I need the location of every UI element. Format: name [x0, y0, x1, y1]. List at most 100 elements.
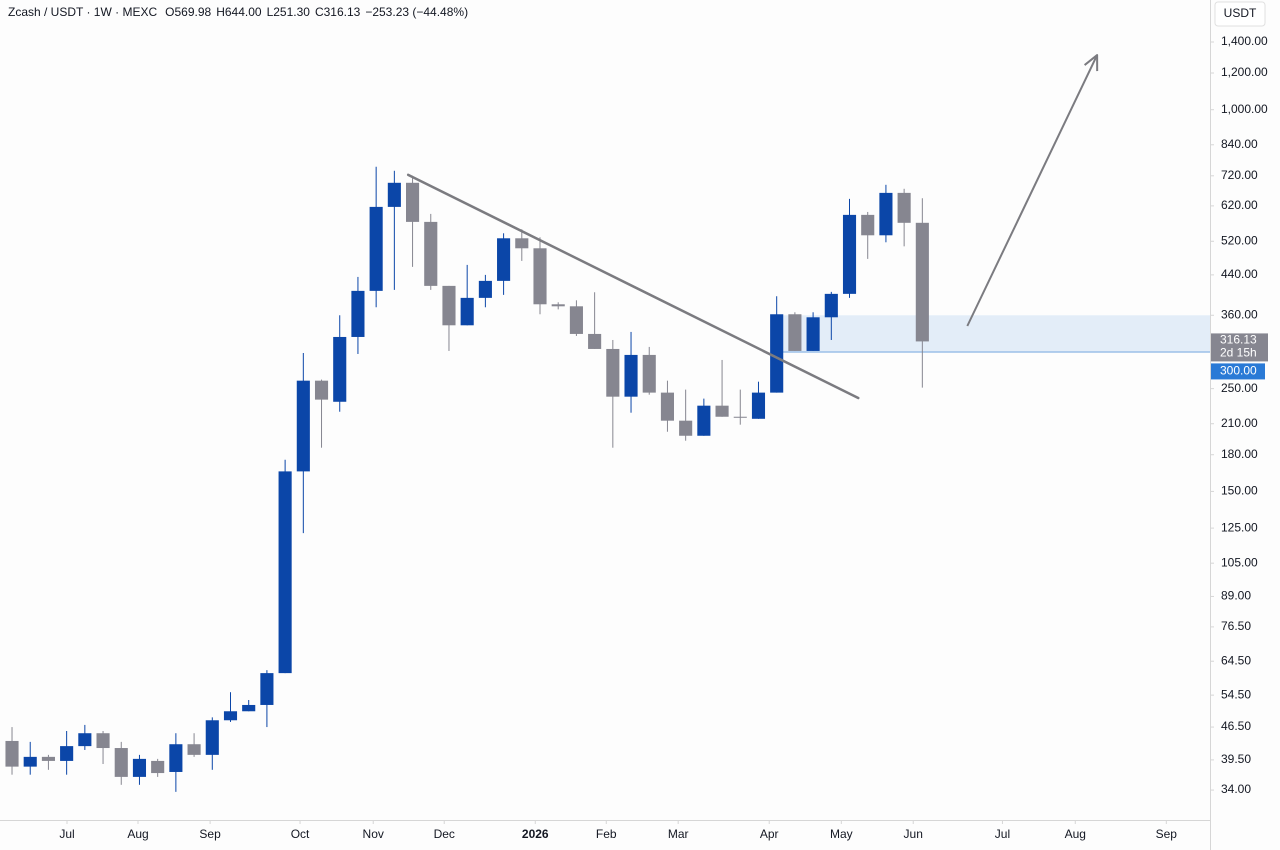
ohlc-value: L251.30 — [267, 5, 311, 19]
candle-body — [842, 214, 857, 294]
candle-body — [132, 758, 147, 777]
y-tick-label: 150.00 — [1221, 484, 1258, 498]
candle-body — [642, 354, 656, 393]
candle-body — [296, 380, 310, 472]
candle-body — [478, 280, 492, 298]
y-tick-label: 34.00 — [1221, 782, 1251, 796]
candle-body — [533, 248, 547, 305]
candle-body — [733, 416, 747, 418]
candle-body — [569, 306, 583, 334]
x-tick-label: Oct — [291, 827, 310, 841]
x-tick-label: 2026 — [522, 827, 549, 841]
x-tick-label: Jul — [59, 827, 74, 841]
y-tick-label: 250.00 — [1221, 381, 1258, 395]
candle-body — [205, 720, 219, 755]
x-tick-label: Dec — [434, 827, 455, 841]
x-tick-label: Aug — [1065, 827, 1086, 841]
candle-body — [41, 756, 55, 761]
candle-body — [879, 192, 893, 236]
candle-body — [369, 206, 383, 291]
y-tick-label: 440.00 — [1221, 267, 1258, 281]
y-tick-label: 180.00 — [1221, 447, 1258, 461]
candle-body — [660, 392, 675, 421]
candle-body — [278, 471, 292, 674]
ohlc-value: O569.98 — [165, 5, 211, 19]
symbol: Zcash / USDT · 1W · MEXC — [8, 5, 157, 19]
y-tick-label: 54.50 — [1221, 687, 1251, 701]
candle-body — [5, 740, 19, 767]
candle-body — [169, 744, 183, 772]
currency: USDT — [1224, 6, 1257, 20]
x-tick-label: Feb — [596, 827, 617, 841]
y-tick-label: 46.50 — [1221, 719, 1251, 733]
candle-body — [697, 405, 711, 436]
y-tick-label: 210.00 — [1221, 416, 1258, 430]
candle-body — [551, 304, 565, 307]
x-tick-label: Aug — [127, 827, 148, 841]
y-tick-label: 1,000.00 — [1221, 102, 1268, 116]
y-tick-label: 840.00 — [1221, 137, 1258, 151]
x-tick-label: May — [830, 827, 853, 841]
candle-body — [333, 336, 347, 402]
candle-body — [788, 314, 802, 351]
arrow-head — [1083, 54, 1099, 72]
candle-body — [60, 746, 74, 761]
y-tick-label: 64.50 — [1221, 653, 1251, 667]
x-tick-label: Sep — [199, 827, 221, 841]
y-tick-label: 105.00 — [1221, 555, 1258, 569]
x-tick-label: Jul — [995, 827, 1010, 841]
candle-body — [824, 293, 838, 318]
candle-body — [806, 317, 820, 351]
candle-body — [151, 760, 165, 774]
candle-body — [78, 733, 92, 747]
candle-body — [624, 354, 638, 397]
candle-body — [606, 348, 620, 397]
candle-body — [897, 192, 911, 223]
y-tick-label: 620.00 — [1221, 198, 1258, 212]
y-tick-label: 89.00 — [1221, 589, 1251, 603]
arrow — [966, 54, 1099, 327]
y-tick-label: 125.00 — [1221, 520, 1258, 534]
candle-body — [497, 238, 511, 281]
x-tick-label: Mar — [668, 827, 689, 841]
candle-body — [679, 420, 693, 436]
x-tick-label: Sep — [1156, 827, 1178, 841]
y-tick-label: 720.00 — [1221, 168, 1258, 182]
zone-low-box — [1211, 363, 1265, 380]
last-price: 316.13 — [1220, 333, 1257, 347]
candle-body — [314, 380, 329, 400]
trendline — [406, 173, 860, 400]
zone — [780, 315, 1210, 352]
x-tick-label: Jun — [904, 827, 923, 841]
candle-body — [406, 182, 420, 222]
header: Zcash / USDT · 1W · MEXC O569.98 H644.00 L2… — [8, 5, 468, 19]
y-tick-label: 1,400.00 — [1221, 34, 1268, 48]
candle-body — [351, 290, 365, 337]
x-tick-label: Apr — [760, 827, 779, 841]
y-tick-label: 1,200.00 — [1221, 65, 1268, 79]
candle-body — [515, 238, 529, 249]
currency-box[interactable] — [1214, 1, 1266, 27]
candle-body — [260, 673, 274, 705]
candle-body — [460, 297, 474, 326]
candle-body — [861, 214, 875, 236]
candle-body — [387, 182, 401, 207]
candle-body — [23, 756, 37, 767]
y-tick-label: 39.50 — [1221, 752, 1251, 766]
candle-body — [770, 314, 784, 393]
ohlc-value: C316.13 — [315, 5, 361, 19]
y-tick-label: 360.00 — [1221, 307, 1258, 321]
y-tick-label: 520.00 — [1221, 233, 1258, 247]
zone-low-label: 300.00 — [1220, 364, 1257, 378]
y-tick-label: 76.50 — [1221, 619, 1251, 633]
candle-body — [588, 333, 602, 349]
candle-body — [715, 405, 729, 417]
candle-body — [96, 733, 110, 749]
candle-body — [114, 748, 128, 777]
candle-body — [187, 744, 201, 755]
candle-body — [424, 221, 438, 286]
candle-body — [751, 392, 766, 419]
countdown: 2d 15h — [1220, 346, 1257, 360]
candle-body — [223, 711, 238, 721]
